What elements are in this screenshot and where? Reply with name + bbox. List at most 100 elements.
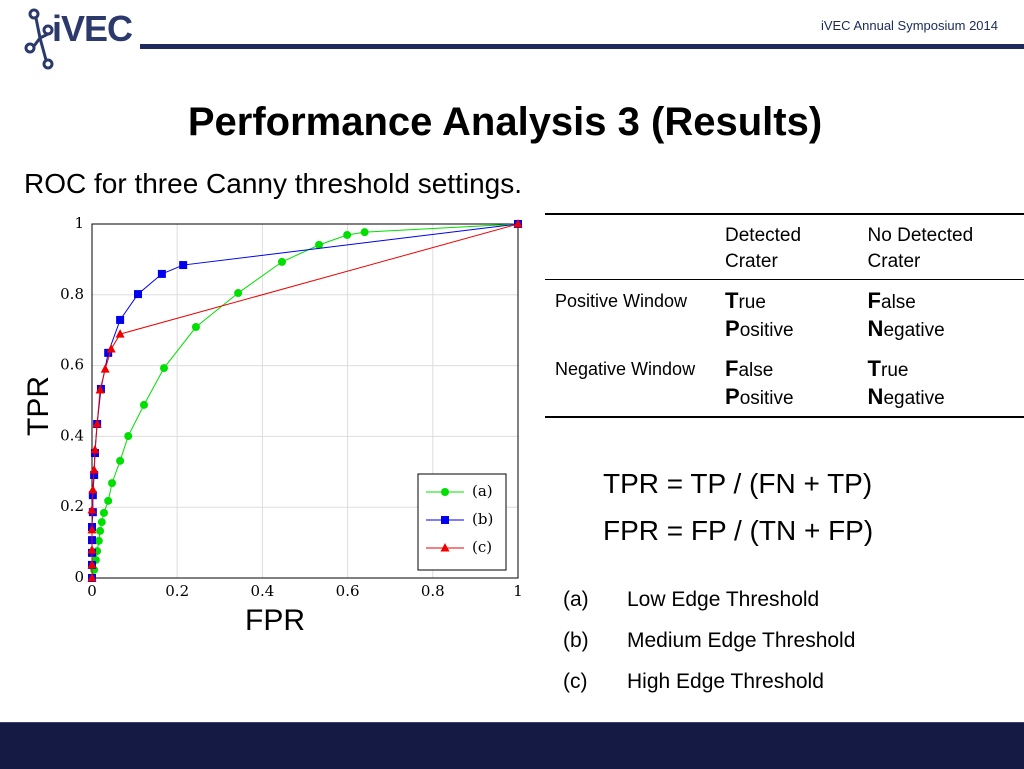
header-cell: No Detected Crater (867, 225, 974, 272)
point (134, 290, 143, 299)
table-header: Detected Crater No Detected Crater (545, 214, 1024, 280)
table-cell: False Positive (715, 348, 858, 417)
point (139, 400, 148, 409)
point (96, 526, 105, 535)
point (108, 479, 117, 488)
initial: N (867, 316, 884, 341)
x-tick-label: 1 (513, 582, 523, 600)
point (87, 559, 97, 569)
point (90, 444, 100, 454)
x-tick-label: 0.2 (165, 582, 189, 600)
cell-line: False (725, 356, 848, 384)
x-tick-label: 0.4 (250, 582, 274, 600)
point (157, 269, 166, 278)
logo: iVEC (52, 8, 133, 49)
point (116, 456, 125, 465)
initial: T (867, 356, 881, 381)
point (159, 364, 168, 373)
roc-chart: 0 0.2 0.4 0.6 0.8 1 0 0.2 0.4 0.6 0.8 1 FPR TPR (a) (b)… (22, 214, 523, 637)
footer-bar (0, 722, 1024, 769)
point (343, 230, 352, 239)
initial: P (725, 384, 740, 409)
point (100, 364, 110, 373)
list-item: (b) Medium Edge Threshold (563, 629, 855, 653)
point (104, 496, 113, 505)
subtitle: ROC for three Canny threshold settings. (24, 168, 523, 199)
list-key: (c) (563, 670, 588, 693)
list-text: Low Edge Threshold (627, 588, 820, 611)
table-cell: True Negative (858, 348, 1024, 417)
point (97, 518, 106, 527)
legend-label: (b) (472, 510, 493, 528)
point (441, 516, 449, 524)
point (87, 505, 97, 514)
point (115, 329, 125, 338)
rest: ositive (739, 320, 794, 341)
formula: TPR = TP / (FN + TP) (603, 468, 873, 499)
cell-line: True (868, 356, 1014, 384)
rest: alse (738, 360, 774, 381)
list-item: (c) High Edge Threshold (563, 670, 824, 694)
point (234, 289, 243, 298)
row-label: Negative Window (555, 359, 696, 379)
y-axis-label: TPR (22, 376, 55, 436)
table-row: Negative Window False Positive True Negative (545, 348, 1024, 417)
point (87, 545, 97, 554)
confusion-table: Detected Crater No Detected Crater Posit… (545, 213, 1024, 418)
point (441, 488, 449, 496)
empty-cell (545, 214, 715, 280)
point (87, 524, 97, 534)
event-name: iVEC Annual Symposium 2014 (820, 18, 998, 33)
list-text: Medium Edge Threshold (627, 629, 856, 652)
rest: egative (883, 388, 945, 409)
slide-title: Performance Analysis 3 (Results) (187, 100, 823, 144)
header-cell: Detected Crater (725, 225, 802, 272)
plot-frame (91, 223, 519, 579)
cell-line: Positive (725, 316, 848, 344)
point (99, 508, 108, 517)
point (94, 536, 103, 545)
initial: N (867, 384, 884, 409)
cell-line: Negative (868, 384, 1014, 412)
cell-line: False (868, 288, 1014, 316)
x-tick-label: 0.8 (421, 582, 445, 600)
point (440, 543, 450, 552)
rest: ositive (739, 388, 794, 409)
point (124, 432, 133, 441)
initial: P (725, 316, 740, 341)
list-key: (a) (563, 588, 589, 611)
legend-label: (a) (472, 482, 493, 500)
formula: FPR = FP / (TN + FP) (603, 515, 874, 546)
rest: alse (881, 292, 916, 313)
initial: T (725, 288, 739, 313)
point (191, 323, 200, 332)
x-tick-label: 0.6 (336, 582, 360, 600)
y-tick-label: 0.4 (60, 426, 84, 444)
point (92, 419, 102, 428)
y-tick-label: 0 (74, 568, 84, 586)
point (513, 219, 523, 228)
cell-line: Negative (868, 316, 1014, 344)
y-tick-label: 0.2 (60, 497, 84, 515)
y-tick-label: 0.8 (60, 285, 84, 303)
initial: F (867, 288, 881, 313)
rest: rue (738, 292, 766, 313)
cell-line: Positive (725, 384, 848, 412)
point (104, 348, 113, 357)
point (95, 385, 105, 394)
legend-label: (c) (472, 538, 492, 556)
point (277, 257, 286, 266)
x-tick-label: 0 (87, 582, 97, 600)
list-item: (a) Low Edge Threshold (563, 588, 819, 612)
list-text: High Edge Threshold (627, 670, 824, 693)
point (116, 315, 125, 324)
point (315, 240, 324, 249)
y-tick-label: 0.6 (60, 356, 84, 374)
logo-icon (24, 8, 54, 70)
legend-box (417, 473, 507, 571)
table-cell: True Positive (715, 280, 858, 349)
cell-line: True (725, 288, 848, 316)
header-rule (140, 44, 1024, 49)
point (106, 343, 116, 353)
